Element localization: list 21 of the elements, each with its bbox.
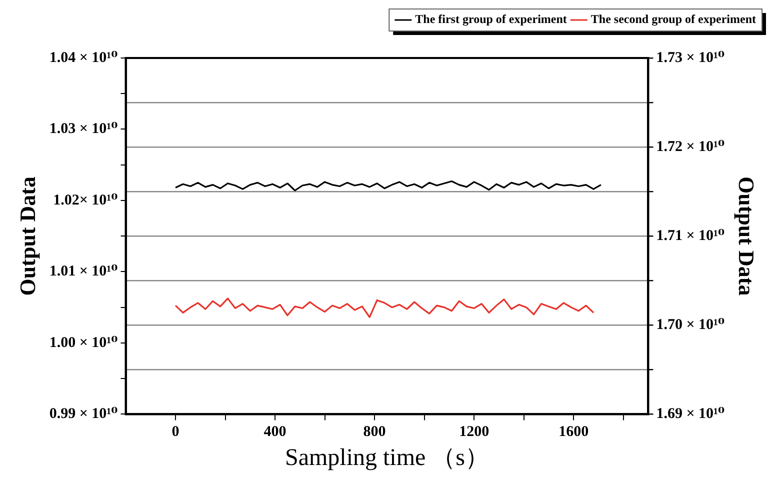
y-axis-title: Output Data <box>14 176 40 296</box>
x-tick-label: 800 <box>363 424 386 440</box>
y2-tick-label: 1.72 × 10¹⁰ <box>656 138 726 155</box>
y-tick-label: 1.00 × 10¹⁰ <box>49 334 118 351</box>
y-tick-label: 1.01 × 10¹⁰ <box>49 264 118 280</box>
y-tick-label: 1.02× 10¹⁰ <box>53 192 118 208</box>
x-tick-label: 400 <box>264 424 286 440</box>
y2-tick-label: 1.73 × 10¹⁰ <box>656 50 726 66</box>
legend-label: The first group of experiment <box>415 12 567 26</box>
y2-tick-label: 1.69 × 10¹⁰ <box>656 406 726 422</box>
x-tick-label: 1200 <box>459 424 490 440</box>
legend-label: The second group of experiment <box>590 12 756 26</box>
x-tick-label: 0 <box>172 424 180 440</box>
x-tick-label: 1600 <box>558 424 589 440</box>
y2-tick-label: 1.71 × 10¹⁰ <box>656 228 726 244</box>
y-tick-label: 1.04 × 10¹⁰ <box>49 50 118 66</box>
y-tick-label: 1.03 × 10¹⁰ <box>49 121 118 138</box>
y2-axis-title: Output Data <box>734 176 760 296</box>
x-axis-title: Sampling time （s） <box>285 444 489 471</box>
y-tick-label: 0.99 × 10¹⁰ <box>49 406 118 422</box>
y2-tick-label: 1.70 × 10¹⁰ <box>656 317 726 334</box>
